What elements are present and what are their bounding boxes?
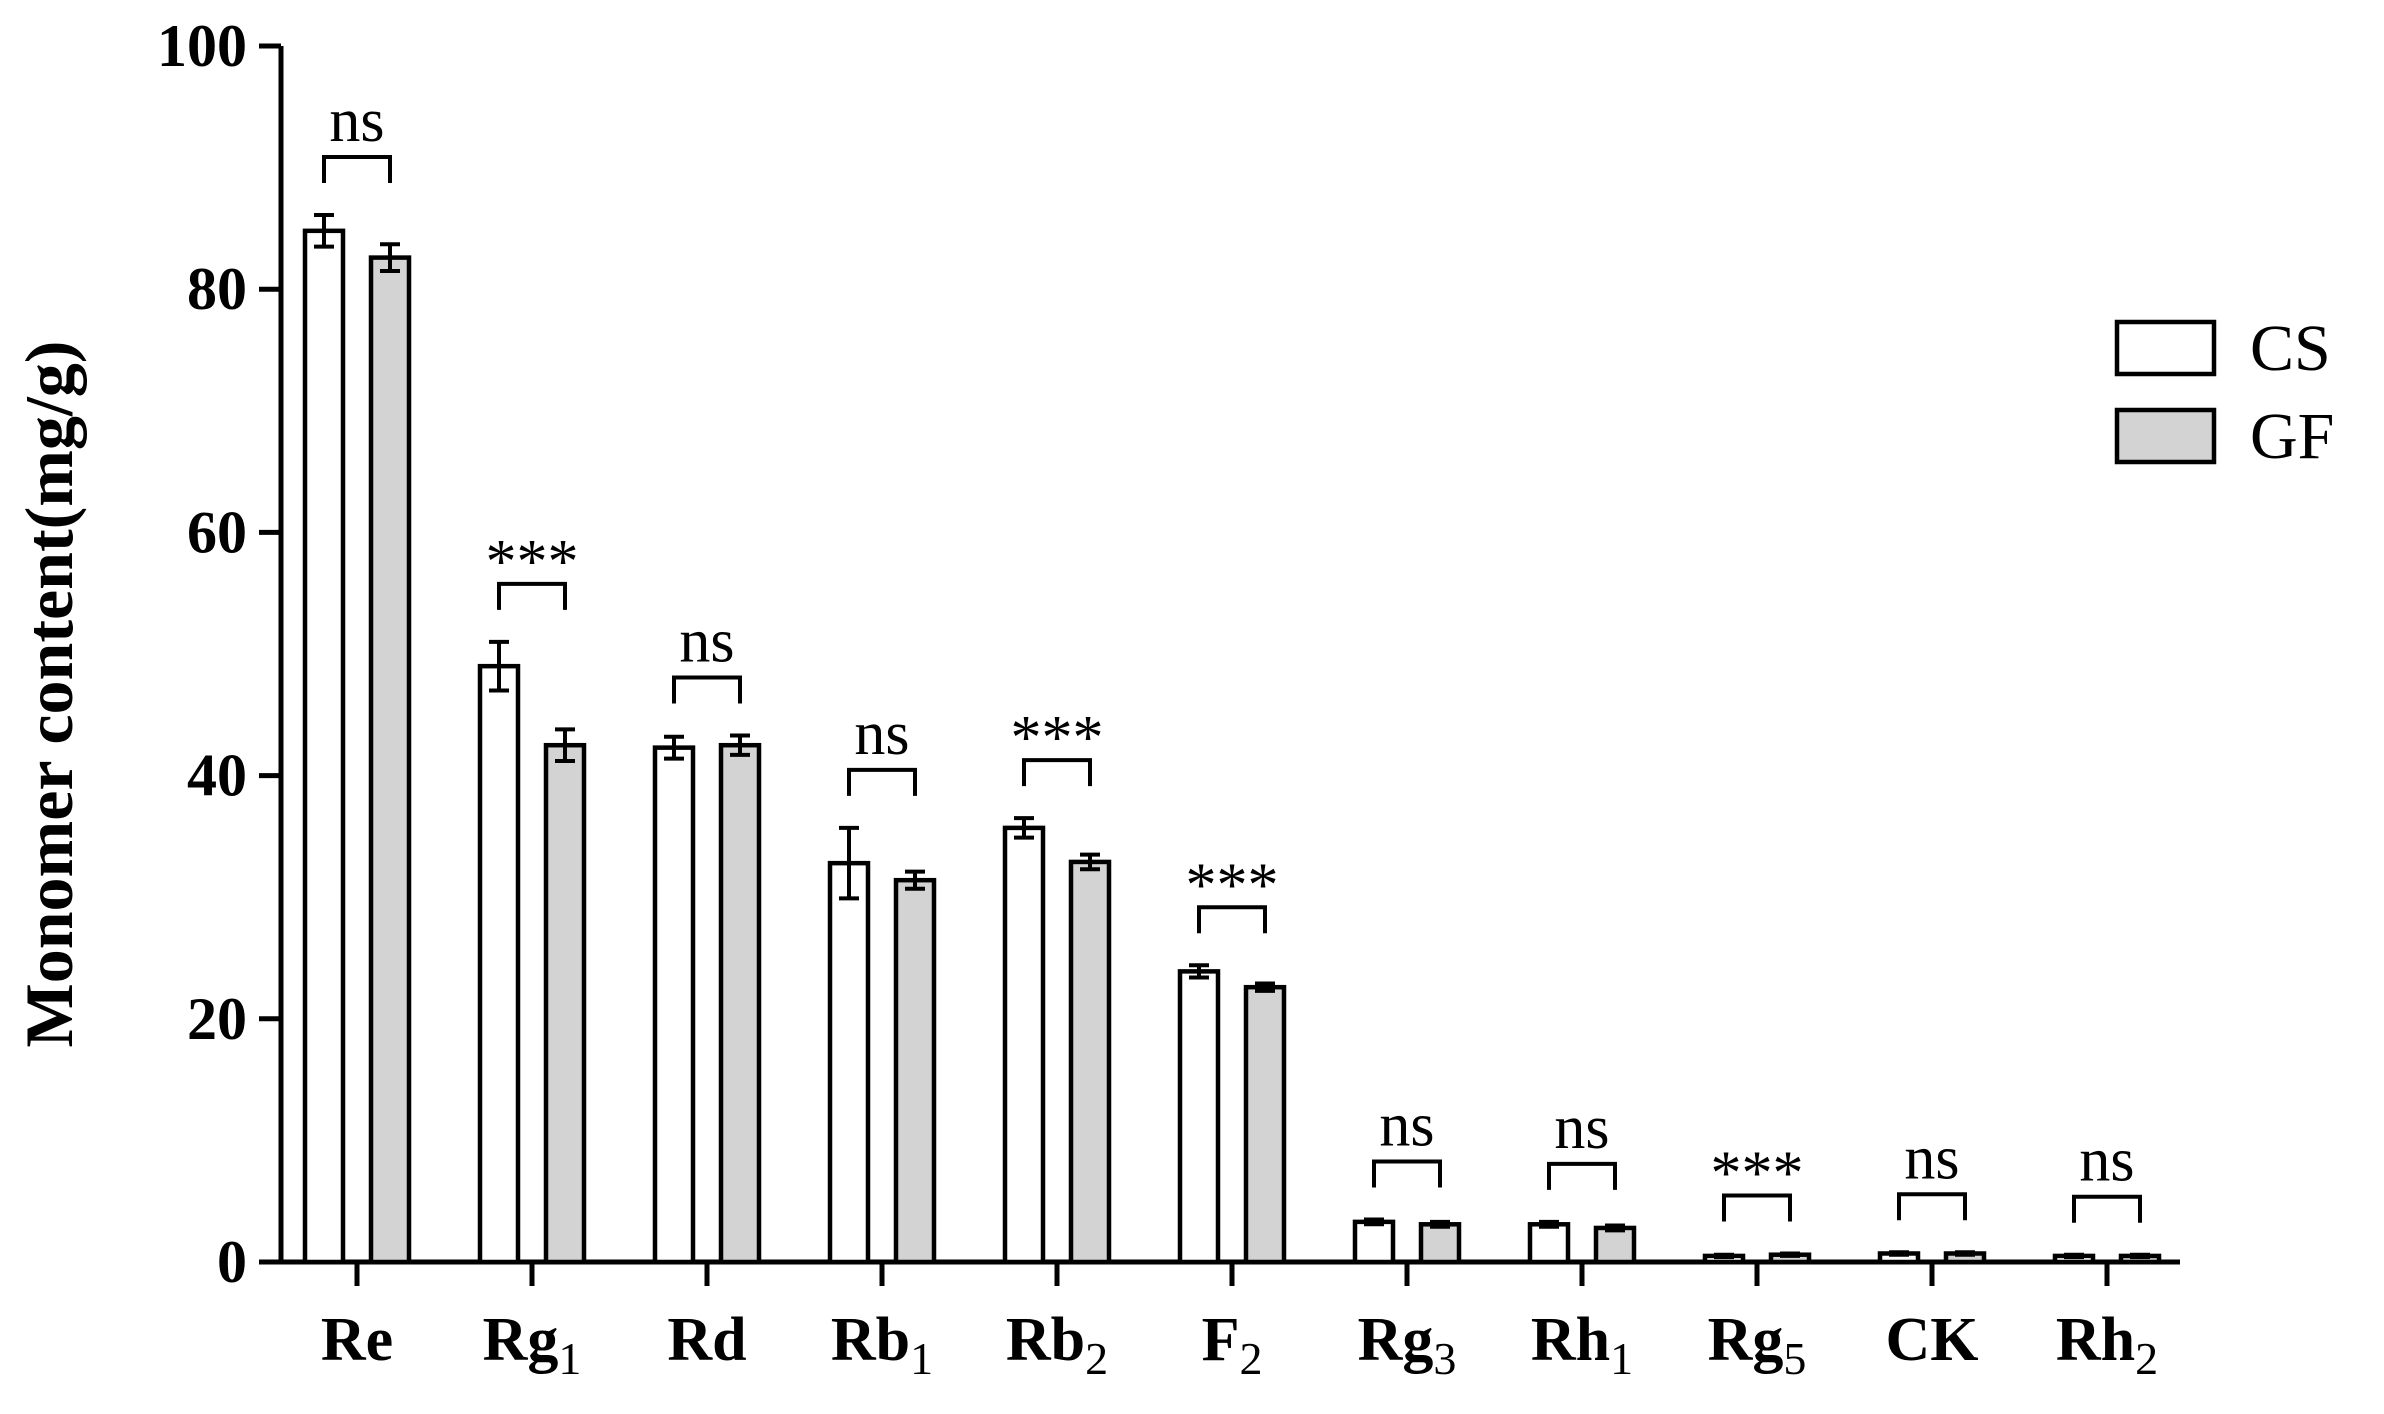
significance-label: ns <box>329 87 384 155</box>
x-tick-label: Rh2 <box>2056 1306 2158 1384</box>
significance-bracket <box>497 581 567 610</box>
y-axis-label: Monomer content(mg/g) <box>11 341 87 1048</box>
x-tick-label: F2 <box>1202 1306 1263 1384</box>
bar-cs <box>477 663 521 1265</box>
significance-bracket <box>1722 1193 1792 1222</box>
bar-gf <box>1593 1225 1637 1265</box>
significance-label: *** <box>486 528 579 596</box>
bar-gf <box>1418 1222 1462 1265</box>
x-tick-label: Rd <box>667 1306 746 1374</box>
bar-cs <box>1352 1219 1396 1265</box>
significance-label: *** <box>1011 704 1104 772</box>
legend-label-cs: CS <box>2250 312 2331 385</box>
legend-swatch-cs <box>2114 319 2217 377</box>
x-tick-label: Rg3 <box>1358 1306 1457 1384</box>
significance-bracket <box>1197 905 1267 934</box>
significance-label: ns <box>1379 1091 1434 1159</box>
legend-swatch-gf <box>2114 407 2217 465</box>
y-tick-label: 40 <box>187 743 247 809</box>
significance-label: ns <box>2079 1127 2134 1195</box>
significance-bracket <box>1022 758 1092 787</box>
bar-cs <box>1177 969 1221 1265</box>
bar-cs <box>652 745 696 1265</box>
y-tick-label: 80 <box>187 256 247 322</box>
y-tick-label: 20 <box>187 986 247 1052</box>
significance-label: ns <box>854 700 909 768</box>
x-tick-label: Rg1 <box>483 1306 582 1384</box>
x-tick-label: Rb1 <box>831 1306 933 1384</box>
bar-gf <box>543 742 587 1265</box>
y-tick-label: 0 <box>217 1229 247 1295</box>
significance-bracket <box>1547 1161 1617 1190</box>
significance-label: ns <box>679 607 734 675</box>
significance-annotations: ns *** ns ns *** *** ns ns *** ns ns <box>322 87 2142 1223</box>
significance-bracket <box>672 675 742 704</box>
bar-gf <box>368 255 412 1265</box>
significance-bracket <box>1372 1159 1442 1188</box>
y-tick-label: 60 <box>187 499 247 565</box>
y-ticks: 0 20 40 60 80 100 <box>157 13 281 1295</box>
significance-label: *** <box>1186 851 1279 919</box>
significance-label: ns <box>1904 1124 1959 1192</box>
significance-bracket <box>847 767 917 796</box>
bar-gf <box>893 877 937 1265</box>
y-tick-label: 100 <box>157 13 247 79</box>
x-ticks: Re Rg1 Rd Rb1 Rb2 F2 Rg3 Rh1 Rg5 CK Rh2 <box>321 1262 2158 1384</box>
x-tick-label: Re <box>321 1306 393 1374</box>
bar-cs <box>1002 825 1046 1265</box>
significance-bracket <box>2072 1194 2142 1223</box>
legend-label-gf: GF <box>2250 400 2334 473</box>
bar-cs <box>827 860 871 1265</box>
bar-gf <box>1243 984 1287 1265</box>
significance-label: ns <box>1554 1094 1609 1162</box>
bar-gf <box>718 742 762 1265</box>
bars <box>302 213 2162 1265</box>
x-tick-label: Rh1 <box>1531 1306 1633 1384</box>
x-tick-label: Rg5 <box>1708 1306 1807 1384</box>
legend: CS GF <box>2114 312 2334 473</box>
bar-gf <box>1068 859 1112 1265</box>
bar-cs <box>1527 1222 1571 1265</box>
significance-bracket <box>322 155 392 184</box>
significance-label: *** <box>1711 1139 1804 1207</box>
x-tick-label: Rb2 <box>1006 1306 1108 1384</box>
significance-bracket <box>1897 1192 1967 1221</box>
bar-cs <box>302 228 346 1265</box>
x-tick-label: CK <box>1886 1306 1979 1374</box>
